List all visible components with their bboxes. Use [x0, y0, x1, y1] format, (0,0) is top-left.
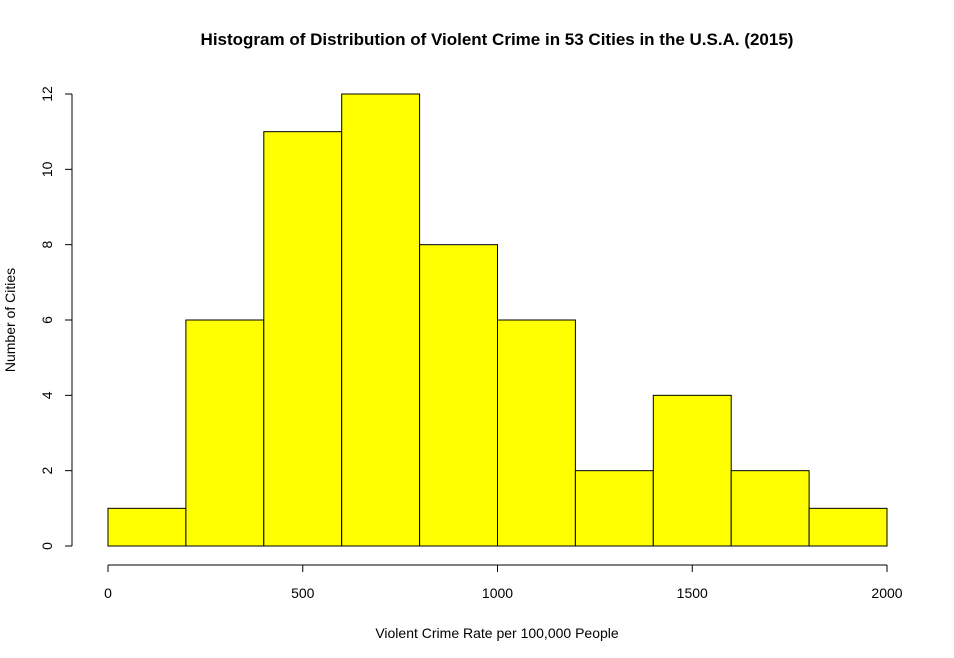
x-tick-label: 0 — [104, 585, 112, 601]
histogram-bar — [341, 93, 421, 547]
bars-group — [107, 93, 888, 547]
x-tick-label: 2000 — [871, 585, 902, 601]
x-axis: 0 500 1000 1500 2000 — [104, 564, 903, 601]
x-tick-label: 500 — [291, 585, 315, 601]
y-tick-label: 4 — [39, 391, 55, 399]
x-tick-label: 1500 — [677, 585, 708, 601]
x-axis-label: Violent Crime Rate per 100,000 People — [375, 625, 619, 641]
y-tick-label: 6 — [39, 316, 55, 324]
histogram-bar — [497, 319, 576, 547]
histogram-bar — [574, 470, 654, 547]
histogram-bar — [808, 507, 888, 547]
y-tick-label: 2 — [39, 467, 55, 475]
y-axis: 0 2 4 6 8 10 12 — [39, 86, 73, 550]
histogram-bar — [185, 319, 265, 547]
histogram-bar — [652, 394, 732, 547]
x-tick-label: 1000 — [482, 585, 513, 601]
histogram-bar — [107, 507, 187, 547]
y-tick-label: 10 — [39, 161, 55, 177]
y-axis-label: Number of Cities — [2, 268, 18, 372]
histogram-bar — [419, 244, 499, 547]
y-tick-label: 8 — [39, 241, 55, 249]
chart-title: Histogram of Distribution of Violent Cri… — [201, 30, 794, 49]
histogram-bar — [730, 470, 810, 547]
y-tick-label: 0 — [39, 542, 55, 550]
histogram-bar — [263, 131, 343, 547]
y-tick-label: 12 — [39, 86, 55, 102]
